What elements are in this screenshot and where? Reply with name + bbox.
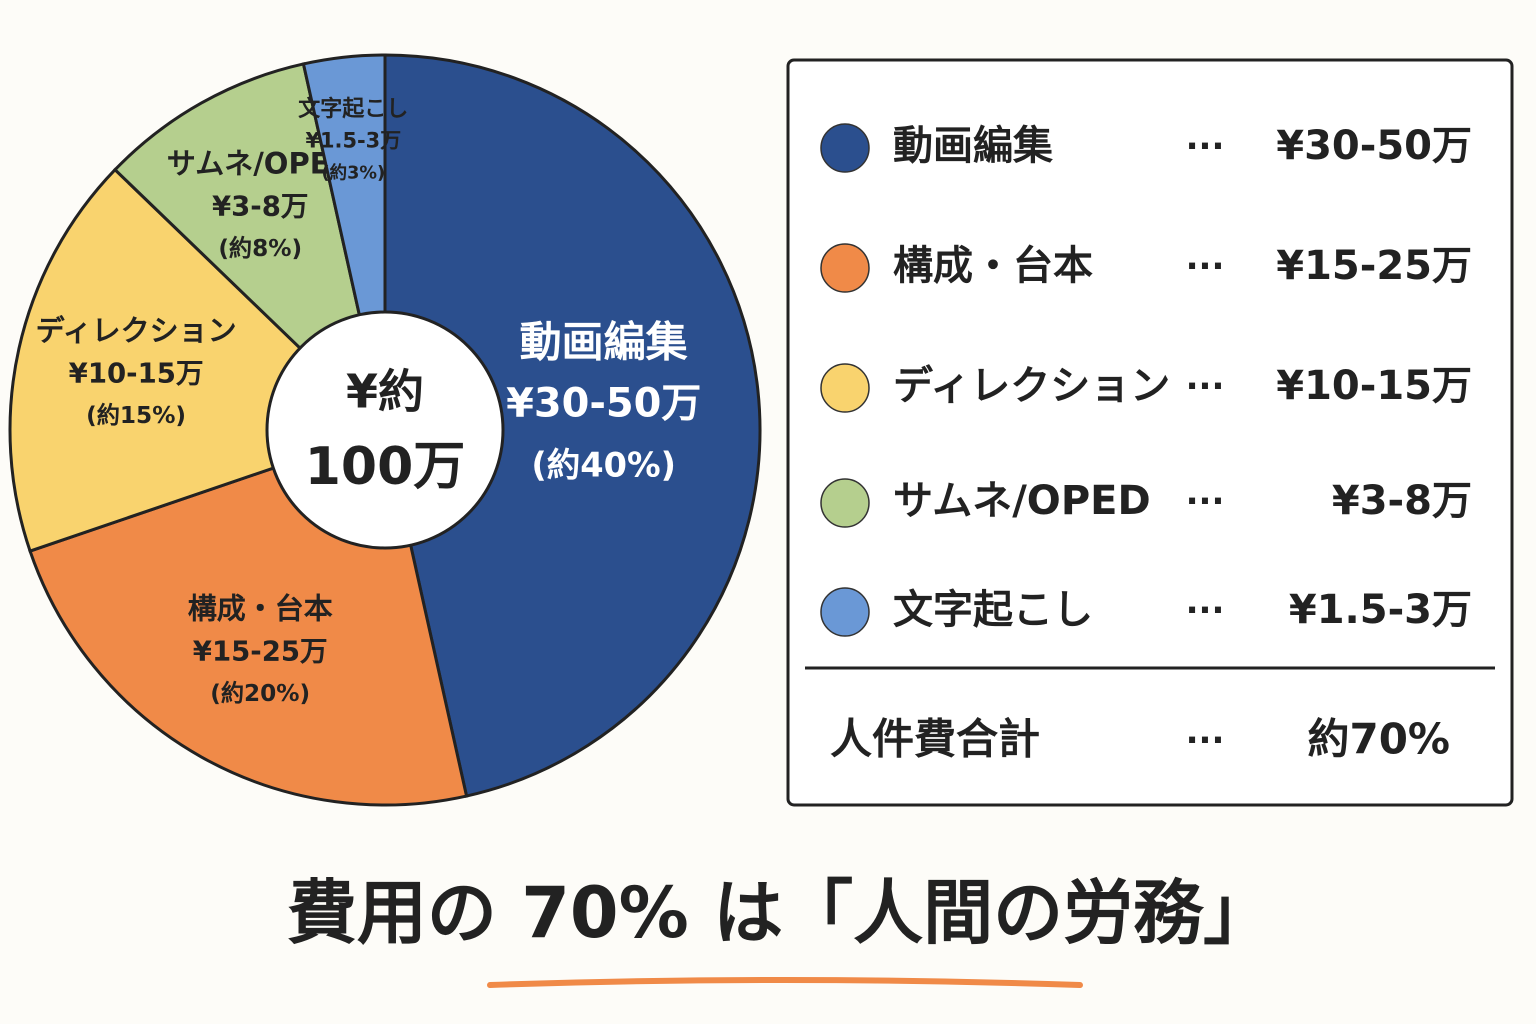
- legend-marker: [820, 123, 870, 173]
- slice-percent: (約8%): [218, 235, 302, 262]
- legend-amount: ¥10-15万: [1276, 363, 1472, 409]
- slice-label: ディレクション: [36, 314, 237, 348]
- slice-amount: ¥1.5-3万: [305, 129, 401, 153]
- slice-percent: (約15%): [86, 402, 186, 429]
- legend-label: サムネ/OPED: [893, 478, 1151, 524]
- legend-marker: [820, 363, 870, 413]
- legend-amount: ¥15-25万: [1276, 243, 1472, 289]
- slice-percent: (約20%): [210, 680, 310, 707]
- legend-label: ディレクション: [893, 363, 1170, 409]
- legend-amount: ¥1.5-3万: [1289, 587, 1472, 633]
- legend-separator: ···: [1186, 482, 1225, 522]
- center-label: 100万: [305, 437, 466, 497]
- legend-label: 構成・台本: [893, 243, 1093, 289]
- legend-separator: ···: [1186, 367, 1225, 407]
- center-label: ¥約: [346, 365, 424, 419]
- chart-title: 費用の 70% は「人間の労務」: [287, 872, 1273, 954]
- legend-amount: ¥3-8万: [1332, 478, 1472, 524]
- total-value: 約70%: [1307, 715, 1450, 764]
- slice-amount: ¥3-8万: [212, 191, 308, 223]
- total-label: 人件費合計: [830, 715, 1040, 764]
- slice-percent: (約3%): [322, 163, 386, 184]
- legend-box: [786, 58, 1514, 807]
- title-underline: [487, 977, 1083, 988]
- legend-separator: ···: [1186, 247, 1225, 287]
- pie-slice: [383, 53, 762, 798]
- legend-label: 文字起こし: [893, 587, 1093, 633]
- slice-label: 動画編集: [520, 318, 688, 367]
- legend-marker: [820, 587, 870, 637]
- legend-label: 動画編集: [893, 123, 1053, 169]
- slice-label: 文字起こし: [298, 96, 408, 122]
- legend-separator: ···: [1186, 721, 1225, 761]
- legend-marker: [820, 243, 870, 293]
- legend-amount: ¥30-50万: [1276, 123, 1472, 169]
- slice-amount: ¥15-25万: [193, 635, 328, 667]
- legend-marker: [820, 478, 870, 528]
- slice-label: 構成・台本: [188, 591, 333, 625]
- slice-percent: (約40%): [531, 445, 676, 484]
- legend-separator: ···: [1186, 127, 1225, 167]
- legend-separator: ···: [1186, 591, 1225, 631]
- slice-amount: ¥30-50万: [506, 380, 701, 426]
- center-hole: [265, 310, 505, 550]
- slice-amount: ¥10-15万: [69, 358, 204, 390]
